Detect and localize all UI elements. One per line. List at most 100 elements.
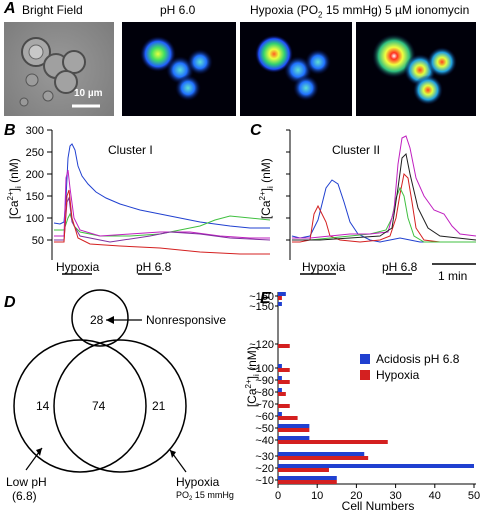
e-bar-hypoxia	[278, 296, 282, 300]
e-category-label: ~30	[255, 451, 274, 463]
b-trace-blue	[53, 143, 270, 229]
b-title: Cluster I	[108, 143, 153, 157]
e-x-tick-label: 30	[389, 490, 401, 502]
e-bar-acidosis	[278, 388, 282, 392]
b-trace-magenta	[54, 169, 270, 239]
caption-ionomycin: 5 µM ionomycin	[385, 3, 470, 17]
e-category-label: ~160	[249, 291, 274, 303]
ionomycin-fluorescence-image	[356, 22, 476, 116]
e-xlabel: Cell Numbers	[342, 499, 415, 513]
e-bar-acidosis	[278, 364, 282, 368]
c-stim-hypoxia: Hypoxia	[302, 260, 346, 274]
c-trace-blue	[291, 179, 476, 243]
venn-low-ph-label-2: (6.8)	[12, 489, 37, 503]
bright-field-cells	[19, 37, 100, 108]
e-bar-hypoxia	[278, 404, 290, 408]
e-x-tick-label: 10	[311, 490, 323, 502]
b-ytick-250: 250	[26, 147, 44, 159]
e-category-label: ~80	[255, 387, 274, 399]
e-bar-acidosis	[278, 292, 286, 296]
e-x-tick-label: 20	[350, 490, 362, 502]
panel-c-letter: C	[250, 122, 262, 139]
e-bar-hypoxia	[278, 392, 286, 396]
panel-e-letter: E	[260, 290, 271, 307]
c-trace-black	[292, 152, 477, 241]
venn-count-low-ph: 14	[36, 399, 50, 413]
ionomycin-cells	[372, 34, 457, 105]
e-bar-acidosis	[278, 436, 310, 440]
hypoxia-cells	[255, 35, 331, 101]
b-yticks	[47, 129, 52, 241]
e-bar-acidosis	[278, 452, 365, 456]
legend-swatch-hypoxia	[360, 370, 370, 380]
b-ytick-50: 50	[32, 235, 44, 247]
venn-diagram: 28 Nonresponsive 14 74 21 Low pH (6.8) H…	[6, 289, 234, 503]
e-bar-acidosis	[278, 464, 474, 468]
venn-count-overlap: 74	[92, 399, 106, 413]
e-x-tick-label: 50	[468, 490, 480, 502]
venn-low-ph-circle	[13, 339, 147, 473]
venn-count-hypoxia: 21	[152, 399, 166, 413]
venn-nonresponsive-label: Nonresponsive	[146, 313, 226, 327]
e-x-tick-label: 40	[429, 490, 441, 502]
venn-hypoxia-label-1: Hypoxia	[176, 475, 220, 489]
e-category-label: ~90	[255, 375, 274, 387]
legend-label-hypoxia: Hypoxia	[376, 368, 420, 382]
e-bar-acidosis	[278, 476, 337, 480]
e-category-label: ~50	[255, 423, 274, 435]
e-bar-hypoxia	[278, 440, 388, 444]
legend-label-acidosis: Acidosis pH 6.8	[376, 352, 460, 366]
e-category-label: ~120	[249, 339, 274, 351]
e-x-ticks: 0 10 20 30 40 50	[275, 484, 480, 502]
e-category-label: ~70	[255, 399, 274, 411]
e-bar-hypoxia	[278, 368, 290, 372]
c-trace-magenta	[292, 135, 477, 239]
c-yticks	[286, 129, 290, 241]
e-bar-acidosis	[278, 424, 310, 428]
e-category-label: ~20	[255, 463, 274, 475]
e-bar-hypoxia	[278, 344, 290, 348]
e-bar-hypoxia	[278, 456, 369, 460]
venn-nonresponsive-circle	[71, 289, 129, 347]
e-bar-acidosis	[278, 412, 282, 416]
b-ytick-150: 150	[26, 191, 44, 203]
e-bar-acidosis	[278, 302, 282, 306]
e-category-label: ~60	[255, 411, 274, 423]
venn-hypoxia-label-2: PO2 15 mmHg	[176, 490, 234, 502]
venn-low-ph-label-1: Low pH	[6, 475, 47, 489]
e-category-labels: ~160~150 ~120 ~100~90~80~70~60~50~40 ~30~20…	[249, 291, 278, 487]
venn-count-nonresponsive: 28	[90, 313, 104, 327]
b-ytick-200: 200	[26, 169, 44, 181]
traces-svg: 300 250 200 150 100 50 Cluster I Hypoxia…	[26, 125, 477, 283]
legend-swatch-acidosis	[360, 354, 370, 364]
venn-hypoxia-circle	[53, 339, 187, 473]
panel-b-letter: B	[4, 122, 16, 139]
e-bar-hypoxia	[278, 480, 337, 484]
c-trace-red	[292, 172, 476, 243]
e-category-label: ~10	[255, 475, 274, 487]
e-bar-acidosis	[278, 376, 282, 380]
caption-hypoxia: Hypoxia (PO2 15 mmHg)	[250, 3, 382, 20]
e-category-label: ~150	[249, 301, 274, 313]
hypoxia-fluorescence-image	[240, 22, 352, 116]
e-bar-hypoxia	[278, 468, 329, 472]
b-stim-hypoxia: Hypoxia	[56, 260, 100, 274]
e-bar-hypoxia	[278, 428, 310, 432]
e-category-label: ~40	[255, 435, 274, 447]
ph6-cells	[140, 36, 213, 101]
ph6-fluorescence-image	[122, 22, 236, 116]
e-bars	[278, 292, 474, 484]
e-x-tick-label: 0	[275, 490, 281, 502]
c-stim-ph: pH 6.8	[382, 260, 418, 274]
bright-field-image: 10 µm	[4, 22, 114, 116]
b-ytick-300: 300	[26, 125, 44, 137]
b-trace-green	[54, 212, 271, 237]
caption-bright-field: Bright Field	[22, 3, 83, 17]
e-category-label: ~100	[249, 363, 274, 375]
b-stim-ph: pH 6.8	[136, 260, 172, 274]
panel-d-letter: D	[4, 294, 16, 311]
scale-bar-label: 10 µm	[74, 88, 103, 99]
c-title: Cluster II	[332, 143, 380, 157]
panel-a-letter: A	[4, 0, 16, 17]
